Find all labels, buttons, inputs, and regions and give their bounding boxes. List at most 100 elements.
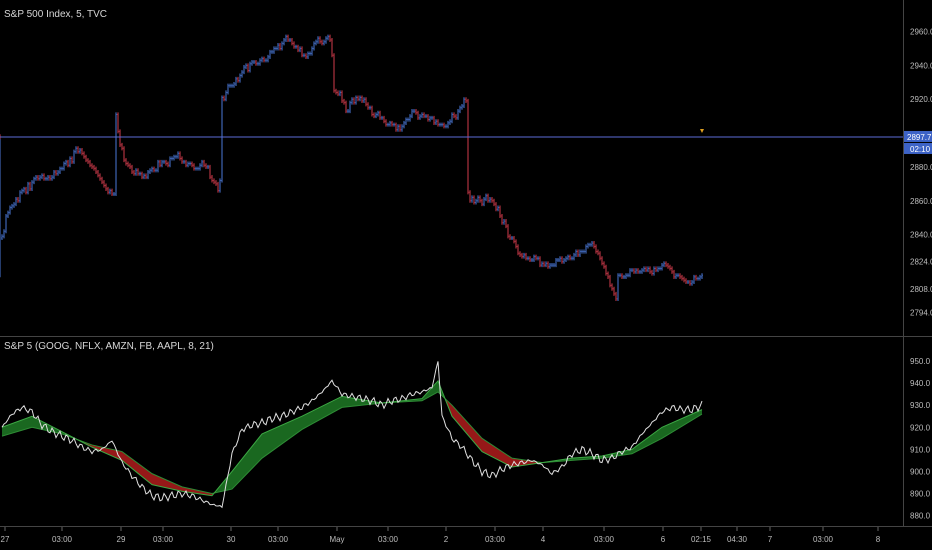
ma-fill-segment xyxy=(198,490,200,494)
ma-fill-segment xyxy=(126,454,128,466)
ma-fill-segment xyxy=(162,478,164,488)
last-bar-marker xyxy=(700,128,704,133)
time-tick-label: May xyxy=(329,535,344,544)
ma-fill-segment xyxy=(358,399,360,406)
price-tick-label: 2840.0 xyxy=(910,231,932,240)
ma-fill-segment xyxy=(28,416,30,429)
ma-fill-segment xyxy=(688,414,690,423)
ma-fill-segment xyxy=(238,461,240,483)
ma-fill-segment xyxy=(366,400,368,405)
ma-fill-segment xyxy=(182,486,184,492)
indicator-tick-label: 920.0 xyxy=(910,423,931,432)
ma-fill-segment xyxy=(24,418,26,430)
ma-fill-segment xyxy=(364,400,366,405)
ma-fill-segment xyxy=(506,454,508,465)
ma-fill-segment xyxy=(330,401,332,415)
ma-fill-segment xyxy=(470,425,472,440)
time-tick-label: 03:00 xyxy=(378,535,399,544)
ma-fill-segment xyxy=(656,430,658,442)
ma-fill-segment xyxy=(434,383,436,395)
time-tick-label: 8 xyxy=(876,535,881,544)
ma-fill-segment xyxy=(134,460,136,472)
price-tick-label: 2808.0 xyxy=(910,285,932,294)
ma-fill-segment xyxy=(8,424,10,435)
ma-fill-segment xyxy=(30,416,32,428)
ma-fill-segment xyxy=(502,451,504,463)
ma-fill-segment xyxy=(152,473,154,486)
ma-fill-segment xyxy=(500,450,502,462)
ma-fill-segment xyxy=(104,447,106,454)
ma-fill-segment xyxy=(486,440,488,455)
ma-fill-segment xyxy=(6,425,8,435)
ma-fill-segment xyxy=(258,436,260,463)
ma-fill-segment xyxy=(4,425,6,436)
composite-line xyxy=(1,361,703,509)
ma-fill-segment xyxy=(528,460,530,465)
price-tick-label: 2880.0 xyxy=(910,163,932,172)
ma-fill-segment xyxy=(292,419,294,437)
ma-fill-segment xyxy=(124,453,126,464)
time-tick-label: 6 xyxy=(661,535,666,544)
ma-fill-segment xyxy=(172,482,174,490)
ma-fill-segment xyxy=(650,434,652,445)
ma-fill-segment xyxy=(672,421,674,433)
ma-fill-segment xyxy=(114,449,116,458)
ma-fill-segment xyxy=(10,423,12,434)
ma-fill-segment xyxy=(648,436,650,446)
time-tick-label: 03:00 xyxy=(268,535,289,544)
ma-fill-segment xyxy=(452,405,454,419)
ma-fill-segment xyxy=(686,415,688,424)
time-tick-label: 29 xyxy=(117,535,126,544)
ma-fill-segment xyxy=(336,398,338,411)
ma-fill-segment xyxy=(638,443,640,451)
ma-fill-segment xyxy=(496,447,498,460)
ma-fill-segment xyxy=(242,456,244,479)
ma-fill-segment xyxy=(640,441,642,450)
ma-fill-segment xyxy=(150,472,152,485)
ma-fill-segment xyxy=(678,419,680,429)
ma-fill-segment xyxy=(328,402,330,416)
ma-fill-segment xyxy=(318,407,320,421)
ma-fill-segment xyxy=(346,397,348,407)
ma-fill-segment xyxy=(340,396,342,409)
ma-fill-segment xyxy=(188,488,190,493)
indicator-tick-label: 890.0 xyxy=(910,490,931,499)
ma-fill-segment xyxy=(2,426,4,437)
price-tick-label: 2940.0 xyxy=(910,61,932,70)
ma-fill-segment xyxy=(628,449,630,455)
ma-fill-segment xyxy=(520,459,522,466)
ma-fill-segment xyxy=(664,425,666,438)
ma-fill-segment xyxy=(158,476,160,487)
countdown-label: 02:10 xyxy=(910,145,931,154)
ma-fill-segment xyxy=(192,489,194,494)
ma-fill-segment xyxy=(154,474,156,486)
ma-fill-segment xyxy=(316,408,318,422)
ma-fill-segment xyxy=(658,428,660,441)
ma-fill-segment xyxy=(36,418,38,429)
time-tick-label: 03:00 xyxy=(594,535,615,544)
ma-fill-segment xyxy=(230,471,232,490)
ma-fill-segment xyxy=(274,427,276,450)
ma-fill-segment xyxy=(128,455,130,467)
ma-fill-segment xyxy=(176,484,178,491)
price-tick-label: 2960.0 xyxy=(910,28,932,37)
ma-fill-segment xyxy=(626,450,628,455)
ma-fill-segment xyxy=(450,403,452,417)
ma-fill-segment xyxy=(494,446,496,459)
ma-fill-segment xyxy=(504,452,506,464)
ma-fill-segment xyxy=(236,463,238,485)
ma-fill-segment xyxy=(348,397,350,407)
ma-fill-segment xyxy=(160,477,162,487)
ma-fill-segment xyxy=(268,430,270,454)
ma-fill-segment xyxy=(284,423,286,443)
countdown-tag-bg xyxy=(904,142,932,154)
ma-fill-segment xyxy=(474,429,476,445)
ma-fill-segment xyxy=(232,468,234,490)
indicator-pane xyxy=(1,361,703,509)
ma-fill-segment xyxy=(614,452,616,457)
ma-fill-segment xyxy=(456,409,458,424)
ma-fill-segment xyxy=(696,411,698,418)
ma-fill-segment xyxy=(16,421,18,432)
time-tick-label: 03:00 xyxy=(813,535,834,544)
